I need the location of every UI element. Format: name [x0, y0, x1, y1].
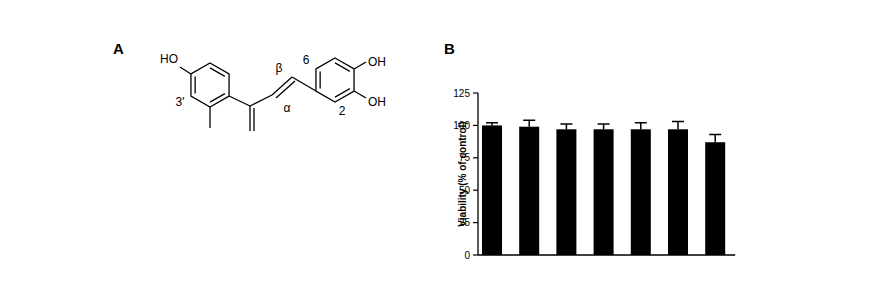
- bar: [668, 129, 688, 255]
- bar: [631, 129, 651, 255]
- error-bar: [672, 122, 684, 130]
- error-bar: [709, 134, 721, 142]
- atom-label: OH: [368, 55, 386, 69]
- y-tick-label: 125: [453, 88, 470, 99]
- y-tick: [473, 222, 478, 223]
- y-tick: [473, 92, 478, 93]
- error-stem: [677, 122, 679, 130]
- structure: [180, 58, 366, 131]
- error-bar: [598, 124, 610, 129]
- y-tick: [473, 254, 478, 255]
- atom-label: HO: [160, 52, 178, 66]
- aromatic-bond: [335, 63, 350, 72]
- bond: [209, 107, 210, 128]
- atom-label: α: [284, 101, 291, 115]
- bond: [249, 106, 250, 131]
- panel-label: B: [444, 40, 455, 57]
- ring: [316, 58, 354, 102]
- bond: [180, 67, 191, 74]
- error-cap: [672, 121, 684, 123]
- bar: [594, 129, 614, 255]
- bond: [250, 95, 272, 106]
- y-tick: [473, 157, 478, 158]
- error-bar: [486, 123, 498, 126]
- bar-chart: 0255075100125Viability (% of control): [453, 88, 735, 261]
- bond: [276, 81, 295, 98]
- error-bar: [560, 124, 572, 129]
- error-bar: [523, 120, 535, 126]
- bond: [253, 108, 254, 131]
- bar: [519, 127, 539, 255]
- aromatic-bond: [194, 76, 195, 93]
- atom-label: 6: [303, 53, 310, 67]
- bond: [354, 91, 366, 98]
- y-axis: [477, 93, 478, 255]
- atom-label: 2: [339, 104, 346, 118]
- error-stem: [528, 120, 530, 126]
- aromatic-bond: [335, 89, 350, 98]
- aromatic-bond: [210, 94, 225, 103]
- error-stem: [640, 123, 642, 129]
- aromatic-bond: [319, 71, 320, 88]
- error-cap: [523, 119, 535, 121]
- ring: [191, 63, 229, 107]
- error-cap: [560, 123, 572, 125]
- bond: [229, 96, 250, 106]
- panel-label: A: [113, 40, 124, 57]
- atom-label: 3': [176, 95, 185, 109]
- canvas: ABHOOHOH62βα3'0255075100125Viability (% …: [0, 0, 891, 283]
- bar: [705, 142, 725, 255]
- error-stem: [566, 124, 568, 129]
- error-cap: [486, 122, 498, 124]
- bars: [482, 120, 725, 255]
- aromatic-bond: [210, 68, 225, 77]
- error-stem: [714, 134, 716, 142]
- y-tick: [473, 125, 478, 126]
- error-stem: [603, 124, 605, 129]
- error-bar: [635, 123, 647, 129]
- bond: [354, 62, 366, 69]
- y-axis-label: Viability (% of control): [457, 121, 468, 226]
- error-cap: [635, 122, 647, 124]
- error-cap: [709, 134, 721, 136]
- atom-label: OH: [368, 95, 386, 109]
- atom-label: β: [276, 61, 283, 75]
- error-cap: [598, 123, 610, 125]
- figure: ABHOOHOH62βα3'0255075100125Viability (% …: [0, 0, 891, 283]
- bar: [482, 125, 502, 255]
- bar: [556, 129, 576, 255]
- y-tick-label: 0: [464, 250, 470, 261]
- bond: [292, 77, 316, 91]
- y-tick: [473, 190, 478, 191]
